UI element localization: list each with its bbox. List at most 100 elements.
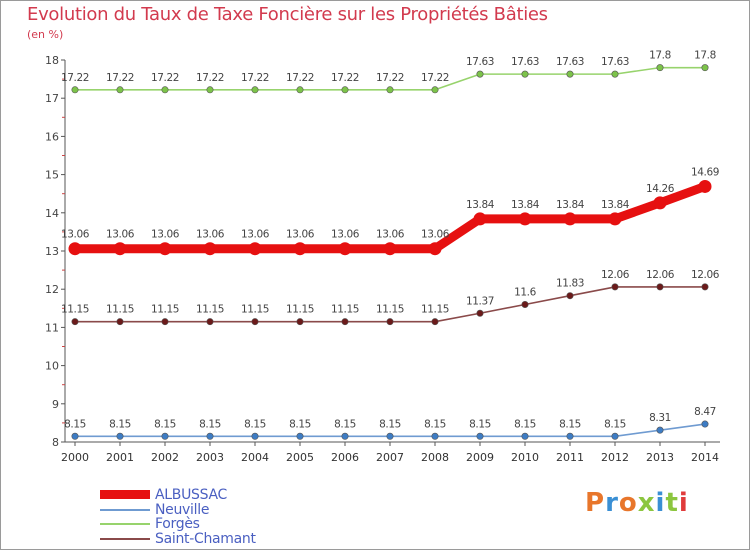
chart-title: Evolution du Taux de Taxe Foncière sur l… — [27, 4, 548, 25]
data-label: 13.06 — [151, 229, 180, 241]
x-tick-label: 2014 — [691, 451, 719, 464]
data-label: 14.26 — [646, 183, 675, 195]
data-point — [521, 70, 529, 78]
data-point — [116, 86, 124, 94]
legend-swatch — [100, 508, 150, 511]
data-point — [251, 318, 259, 326]
data-point — [71, 86, 79, 94]
data-label: 8.15 — [424, 418, 446, 430]
data-label: 8.15 — [514, 418, 536, 430]
x-tick-label: 2011 — [556, 451, 584, 464]
x-tick-label: 2008 — [421, 451, 449, 464]
y-tick-label: 8 — [52, 436, 59, 449]
legend-label: Saint-Chamant — [155, 530, 256, 547]
data-label: 17.22 — [151, 72, 179, 84]
data-label: 8.15 — [379, 418, 401, 430]
data-label: 11.6 — [514, 286, 536, 298]
data-point — [296, 432, 304, 440]
data-label: 11.15 — [421, 304, 449, 316]
legend-swatch — [100, 490, 150, 499]
data-point — [428, 242, 442, 256]
data-label: 11.15 — [241, 304, 269, 316]
data-point — [71, 432, 79, 440]
data-point — [116, 318, 124, 326]
x-tick-label: 2003 — [196, 451, 224, 464]
x-tick-label: 2004 — [241, 451, 269, 464]
legend-label: Neuville — [155, 501, 210, 518]
data-label: 8.15 — [199, 418, 221, 430]
data-label: 11.37 — [466, 295, 494, 307]
legend-item-neuville: Neuville — [100, 501, 210, 518]
data-point — [698, 179, 712, 193]
x-tick-label: 2002 — [151, 451, 179, 464]
data-point — [206, 432, 214, 440]
data-point — [611, 283, 619, 291]
data-point — [161, 432, 169, 440]
y-tick-label: 10 — [45, 360, 59, 373]
logo-letter: i — [678, 488, 689, 518]
data-label: 17.63 — [556, 56, 584, 68]
data-label: 11.15 — [61, 304, 89, 316]
data-point — [296, 86, 304, 94]
data-label: 17.22 — [241, 72, 269, 84]
data-label: 13.06 — [331, 229, 360, 241]
legend-swatch — [100, 537, 150, 540]
data-label: 13.06 — [421, 229, 450, 241]
data-label: 17.8 — [694, 50, 716, 62]
data-label: 8.15 — [64, 418, 86, 430]
data-label: 17.63 — [511, 56, 539, 68]
data-point — [566, 70, 574, 78]
data-label: 13.84 — [601, 199, 630, 211]
x-tick-label: 2005 — [286, 451, 314, 464]
data-point — [566, 292, 574, 300]
data-point — [206, 86, 214, 94]
logo-letter: r — [605, 488, 619, 518]
y-tick-label: 15 — [45, 169, 59, 182]
data-point — [701, 420, 709, 428]
data-point — [296, 318, 304, 326]
data-label: 17.22 — [61, 72, 89, 84]
data-label: 17.22 — [376, 72, 404, 84]
data-point — [251, 86, 259, 94]
x-tick-label: 2000 — [61, 451, 89, 464]
data-label: 8.47 — [694, 406, 716, 418]
data-point — [293, 242, 307, 256]
data-point — [161, 318, 169, 326]
data-label: 12.06 — [646, 269, 675, 281]
data-label: 8.15 — [109, 418, 131, 430]
data-point — [473, 212, 487, 226]
data-point — [206, 318, 214, 326]
data-label: 8.31 — [649, 412, 671, 424]
data-point — [611, 70, 619, 78]
logo-letter: o — [618, 488, 638, 518]
logo-letter: x — [637, 488, 656, 518]
x-tick-label: 2010 — [511, 451, 539, 464]
data-label: 17.8 — [649, 50, 671, 62]
data-point — [71, 318, 79, 326]
data-point — [203, 242, 217, 256]
data-point — [386, 86, 394, 94]
data-label: 11.15 — [151, 304, 179, 316]
data-point — [341, 318, 349, 326]
y-tick-label: 17 — [45, 92, 59, 105]
data-point — [701, 64, 709, 72]
data-point — [653, 196, 667, 210]
data-label: 13.84 — [466, 199, 495, 211]
data-point — [431, 318, 439, 326]
data-label: 8.15 — [559, 418, 581, 430]
legend-item-forges: Forgès — [100, 516, 200, 532]
y-tick-label: 18 — [45, 54, 59, 67]
data-label: 13.84 — [556, 199, 585, 211]
data-label: 17.22 — [196, 72, 224, 84]
data-label: 8.15 — [469, 418, 491, 430]
data-label: 13.06 — [376, 229, 405, 241]
data-point — [383, 242, 397, 256]
y-tick-label: 11 — [45, 321, 59, 334]
data-point — [476, 309, 484, 317]
data-point — [518, 212, 532, 226]
legend-swatch — [100, 522, 150, 525]
data-label: 11.15 — [106, 304, 134, 316]
data-point — [248, 242, 262, 256]
